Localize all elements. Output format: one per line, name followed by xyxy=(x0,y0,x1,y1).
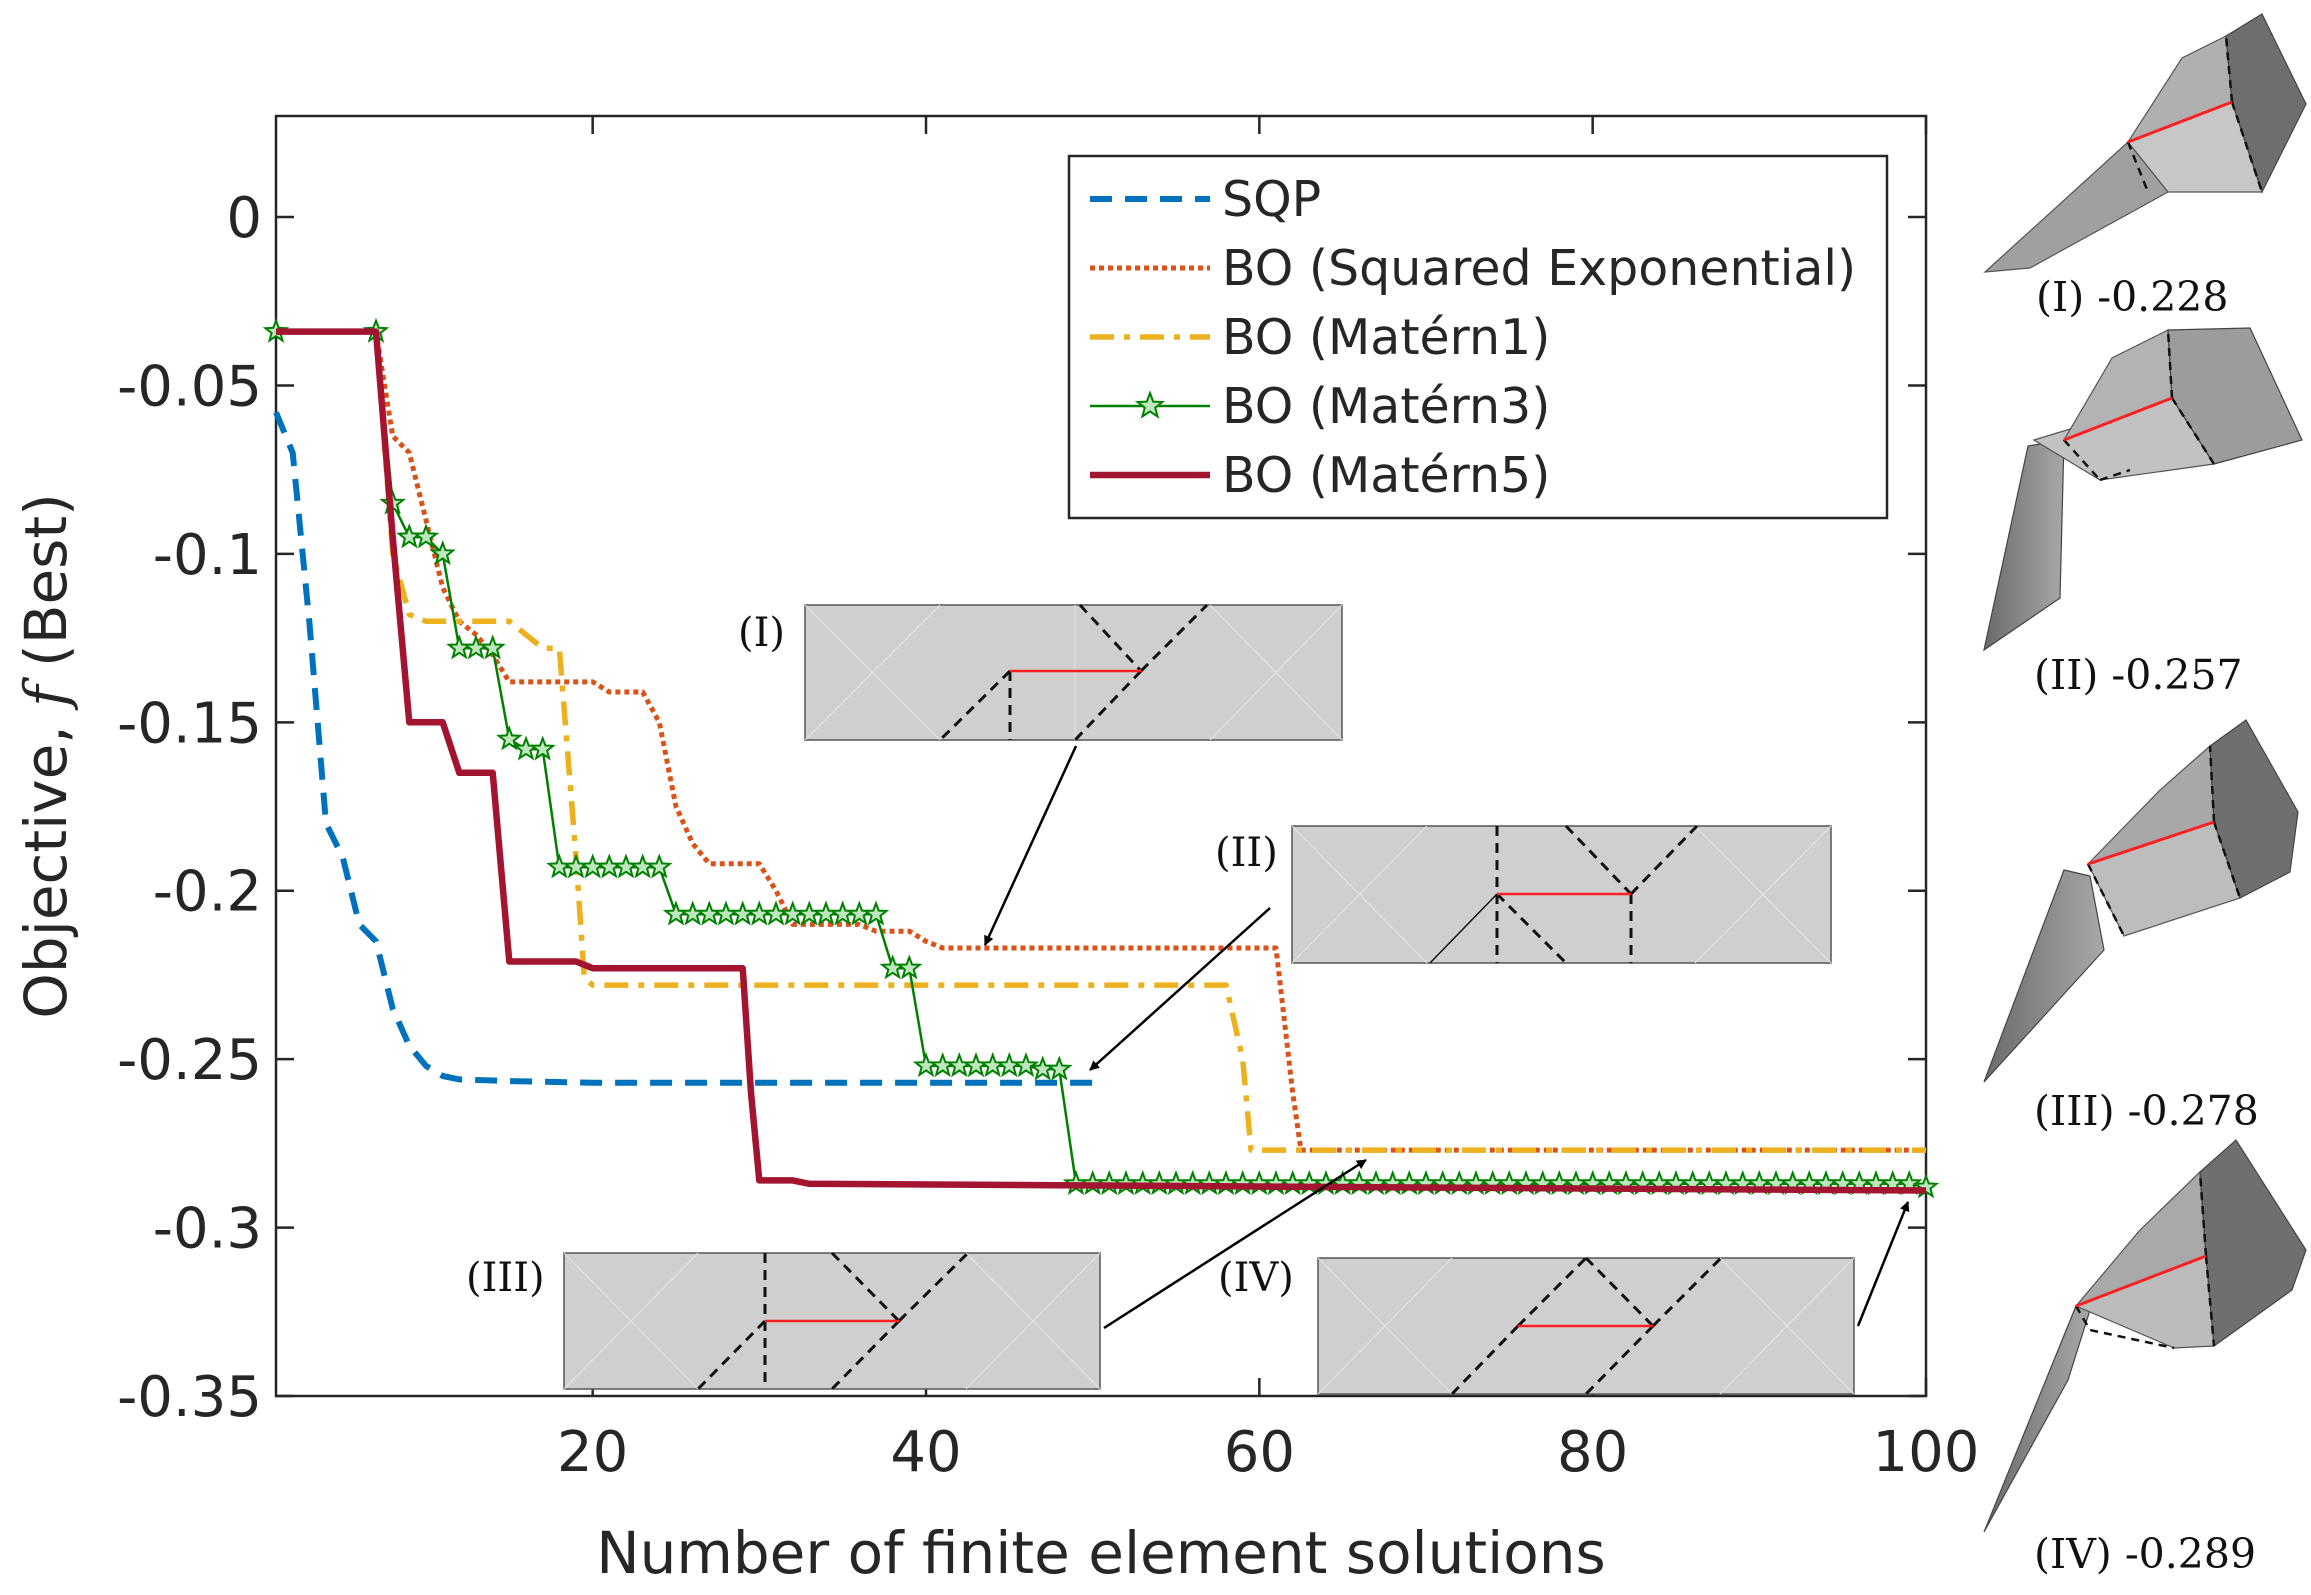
y-tick-label: -0.15 xyxy=(117,691,262,756)
arrow-iii xyxy=(1103,1158,1367,1330)
y-tick-label: -0.25 xyxy=(117,1028,262,1093)
legend-entry: BO (Matérn3) xyxy=(1090,378,1550,435)
inset-ii: (II) xyxy=(1215,824,1832,965)
data-point-star xyxy=(529,735,556,761)
y-tick-label: -0.1 xyxy=(153,523,262,588)
x-tick-label: 60 xyxy=(1224,1420,1295,1485)
arrow-ii xyxy=(1089,907,1271,1071)
x-tick-label: 80 xyxy=(1557,1420,1628,1485)
model-i-caption: (I) -0.228 xyxy=(2036,273,2228,321)
data-point-star xyxy=(412,523,440,549)
inset-i: (I) xyxy=(738,603,1343,742)
arrow-i xyxy=(983,745,1078,946)
y-axis-title-suffix: (Best) xyxy=(12,493,80,685)
series-1 xyxy=(273,411,1093,1086)
inset-i-facets xyxy=(804,604,1343,741)
legend-label: SQP xyxy=(1222,171,1321,228)
inset-iv-label: (IV) xyxy=(1218,1255,1294,1301)
data-point-star xyxy=(429,540,456,566)
model-i: (I) -0.228 xyxy=(1983,13,2307,321)
data-point-star xyxy=(646,853,673,879)
data-point-star xyxy=(1012,1052,1040,1078)
series-line-5 xyxy=(276,328,1927,1194)
model-ii-facet-a xyxy=(1983,439,2065,652)
y-tick-label: 0 xyxy=(226,186,262,251)
series-layer xyxy=(262,317,1940,1199)
x-axis-title: Number of finite element solutions xyxy=(596,1519,1606,1587)
model-iii-caption: (III) -0.278 xyxy=(2034,1087,2259,1135)
data-point-star xyxy=(479,634,506,660)
x-tick-label: 100 xyxy=(1873,1420,1980,1485)
x-tick-label: 20 xyxy=(557,1420,628,1485)
inset-iv-facets xyxy=(1317,1257,1855,1395)
model-iv-creases xyxy=(2074,1171,2216,1350)
model-ii-facet-d xyxy=(2167,327,2303,465)
model-ii-ridge xyxy=(2063,396,2173,442)
inset-iv: (IV) xyxy=(1218,1255,1855,1396)
model-ii-caption: (II) -0.257 xyxy=(2034,651,2243,699)
legend-star-marker xyxy=(1134,390,1166,419)
legend-label: BO (Matérn1) xyxy=(1222,309,1550,366)
model-ii: (II) -0.257 xyxy=(1983,327,2303,699)
model-iii: (III) -0.278 xyxy=(1983,719,2299,1135)
y-tick-label: -0.3 xyxy=(153,1197,262,1262)
model-ii-creases xyxy=(2063,329,2216,482)
model-i-facet-d xyxy=(2225,13,2307,194)
model-iii-creases xyxy=(2086,745,2242,937)
legend: SQP BO (Squared Exponential) BO (Matérn1) B… xyxy=(1067,154,1889,520)
model-iv-facet-a xyxy=(1983,1305,2091,1533)
inset-i-creases xyxy=(938,603,1209,742)
data-point-star xyxy=(496,725,523,751)
model-column: (I) -0.228 (II) -0.257 (III) -0.278 xyxy=(1983,13,2307,1578)
legend-entry: SQP xyxy=(1090,171,1321,228)
y-tick-label: -0.05 xyxy=(117,354,262,419)
model-iv-facet-d xyxy=(2199,1139,2307,1348)
legend-label: BO (Squared Exponential) xyxy=(1222,240,1856,297)
inset-iii-label: (III) xyxy=(466,1255,545,1301)
model-iii-ridge xyxy=(2087,820,2215,866)
series-line-3 xyxy=(276,328,1926,1153)
inset-i-label: (I) xyxy=(738,610,785,656)
inset-ii-fold-line xyxy=(1429,893,1498,964)
series-line-1 xyxy=(273,411,1093,1086)
inset-layer: (I) (II) (III) xyxy=(466,603,1855,1396)
legend-entry: BO (Matérn1) xyxy=(1090,309,1550,366)
model-i-ridge xyxy=(2127,100,2233,144)
legend-entry: BO (Matérn5) xyxy=(1090,447,1550,504)
inset-iii-facets xyxy=(563,1252,1101,1390)
x-tick-label: 40 xyxy=(890,1420,961,1485)
y-axis-title-prefix: Objective, xyxy=(12,707,80,1019)
model-iv: (IV) -0.289 xyxy=(1983,1139,2307,1578)
series-3 xyxy=(276,328,1926,1153)
data-point-star xyxy=(1912,1173,1940,1199)
series-2 xyxy=(276,329,1926,1153)
inset-iii: (III) xyxy=(466,1251,1101,1391)
y-axis: 0 -0.05 -0.1 -0.15 -0.2 -0.25 -0.3 -0.35 xyxy=(117,186,1926,1430)
data-point-star xyxy=(896,954,923,980)
y-tick-label: -0.35 xyxy=(117,1365,262,1430)
inset-ii-label: (II) xyxy=(1215,830,1278,876)
series-5 xyxy=(276,328,1927,1194)
x-axis: 20 40 60 80 100 xyxy=(557,116,1979,1485)
y-tick-label: -0.2 xyxy=(153,860,262,925)
inset-i-panel xyxy=(804,604,1343,741)
arrow-layer xyxy=(983,745,1910,1330)
model-iii-facet-a xyxy=(1983,869,2105,1083)
model-i-facet-a xyxy=(1983,141,2169,273)
data-point-star xyxy=(1046,1055,1073,1081)
legend-label: BO (Matérn3) xyxy=(1222,378,1550,435)
y-axis-title: Objective, f (Best) xyxy=(12,493,80,1019)
model-i-creases xyxy=(2126,35,2264,193)
legend-label: BO (Matérn5) xyxy=(1222,447,1550,504)
model-iv-caption: (IV) -0.289 xyxy=(2034,1530,2256,1578)
data-point-star xyxy=(862,900,890,926)
model-iv-ridge xyxy=(2075,1254,2207,1308)
series-line-2 xyxy=(276,329,1926,1153)
arrow-iv xyxy=(1856,1201,1910,1327)
legend-entry: BO (Squared Exponential) xyxy=(1090,240,1856,297)
inset-ii-facets xyxy=(1291,825,1832,964)
